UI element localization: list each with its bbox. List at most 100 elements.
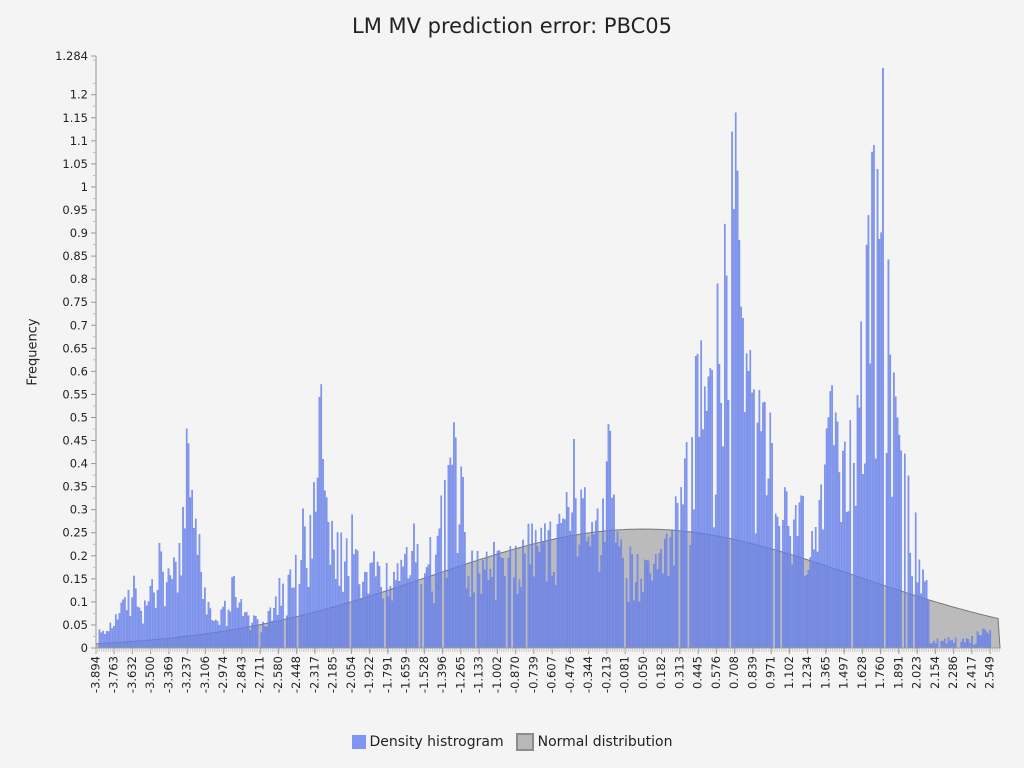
histogram-bar xyxy=(811,531,813,649)
histogram-bar xyxy=(427,564,430,649)
y-tick-label: 0.85 xyxy=(62,249,88,263)
histogram-bar xyxy=(682,504,684,649)
histogram-bar xyxy=(794,505,797,649)
histogram-bar xyxy=(713,527,715,649)
x-tick-label: -3.763 xyxy=(107,656,121,693)
histogram-bar xyxy=(225,626,228,649)
histogram-bar xyxy=(931,643,933,649)
histogram-bar xyxy=(598,572,601,649)
x-tick-label: -2.317 xyxy=(307,656,321,693)
histogram-bar xyxy=(153,592,155,649)
y-tick-label: 0.9 xyxy=(70,226,88,240)
x-tick-label: -0.476 xyxy=(563,656,577,693)
histogram-bar xyxy=(536,546,539,649)
histogram-bar xyxy=(407,578,410,649)
histogram-bar xyxy=(514,545,517,649)
histogram-bar xyxy=(431,591,433,649)
histogram-bar xyxy=(200,572,203,649)
histogram-bar xyxy=(365,572,368,649)
y-tick-label: 0.05 xyxy=(62,618,88,632)
histogram-bar xyxy=(943,638,946,649)
histogram-bar xyxy=(245,611,248,649)
histogram-bar xyxy=(204,587,206,649)
histogram-bar xyxy=(818,499,821,649)
histogram-bar xyxy=(862,474,864,649)
histogram-bar xyxy=(620,539,623,649)
histogram-bar xyxy=(602,498,604,649)
histogram-bar xyxy=(844,441,846,649)
histogram-bar xyxy=(311,558,313,649)
histogram-bar xyxy=(378,566,381,649)
histogram-bar xyxy=(167,568,170,649)
x-tick-label: 2.154 xyxy=(928,656,942,689)
histogram-bar xyxy=(207,601,210,649)
histogram-bar xyxy=(329,564,332,649)
histogram-bar xyxy=(389,586,392,649)
histogram-bar xyxy=(594,520,597,649)
histogram-bar xyxy=(454,437,457,649)
histogram-bar xyxy=(711,370,713,649)
histogram-bar xyxy=(727,400,730,649)
x-tick-label: 2.549 xyxy=(983,656,997,689)
histogram-bar xyxy=(738,239,741,649)
histogram-bar xyxy=(251,622,253,649)
histogram-bar xyxy=(382,598,384,649)
histogram-bar xyxy=(776,516,779,649)
histogram-bar xyxy=(647,560,650,649)
x-tick-label: -3.500 xyxy=(143,656,157,693)
histogram-bar xyxy=(174,561,177,649)
normal-swatch-icon xyxy=(515,733,534,751)
histogram-bar xyxy=(891,496,893,649)
histogram-bar xyxy=(576,556,579,649)
histogram-bar xyxy=(307,586,310,649)
histogram-bar xyxy=(638,601,641,649)
histogram-bar xyxy=(433,603,435,649)
histogram-bar xyxy=(627,602,630,649)
histogram-bar xyxy=(865,244,868,649)
histogram-bar xyxy=(658,553,661,649)
y-tick-label: 0.2 xyxy=(70,549,88,563)
histogram-bar xyxy=(274,596,277,649)
histogram-bar xyxy=(178,543,181,649)
histogram-bar xyxy=(140,611,143,649)
histogram-bar xyxy=(945,643,948,649)
x-tick-label: -0.739 xyxy=(526,656,540,693)
histogram-bar xyxy=(478,573,481,649)
histogram-bar xyxy=(369,563,372,649)
histogram-bar xyxy=(756,422,759,649)
histogram-bar xyxy=(660,549,663,649)
histogram-bar xyxy=(569,530,572,649)
histogram-bar xyxy=(840,521,842,649)
legend-label-histogram: Density histrogram xyxy=(369,734,504,750)
x-tick-label: 1.102 xyxy=(782,656,796,689)
histogram-bar xyxy=(114,614,117,649)
legend-item-histogram[interactable]: Density histrogram xyxy=(351,733,504,751)
y-tick-label: 0.6 xyxy=(70,364,88,378)
histogram-bar xyxy=(696,353,699,649)
histogram-bar xyxy=(234,597,237,649)
histogram-bar xyxy=(974,643,977,649)
x-tick-label: -3.237 xyxy=(180,656,194,693)
x-tick-label: 0.445 xyxy=(691,656,705,689)
legend-item-normal[interactable]: Normal distribution xyxy=(515,733,672,751)
histogram-bar xyxy=(453,422,455,649)
histogram-bar xyxy=(254,616,257,649)
histogram-bar xyxy=(413,523,415,649)
x-tick-label: -0.344 xyxy=(581,656,595,693)
histogram-bar xyxy=(542,541,544,649)
histogram-bar xyxy=(987,633,990,649)
y-tick-label: 0 xyxy=(81,641,88,655)
histogram-bar xyxy=(480,594,483,649)
x-tick-label: -1.659 xyxy=(399,656,413,693)
histogram-bar xyxy=(878,239,881,649)
histogram-bar xyxy=(333,549,335,649)
histogram-bar xyxy=(182,506,184,649)
histogram-bar xyxy=(551,575,553,649)
histogram-bar xyxy=(694,356,697,649)
histogram-bar xyxy=(271,620,273,649)
histogram-bar xyxy=(969,643,972,649)
histogram-bar xyxy=(533,576,535,649)
histogram-bar xyxy=(585,541,588,649)
histogram-bar xyxy=(873,145,875,649)
histogram-bar xyxy=(231,577,233,649)
